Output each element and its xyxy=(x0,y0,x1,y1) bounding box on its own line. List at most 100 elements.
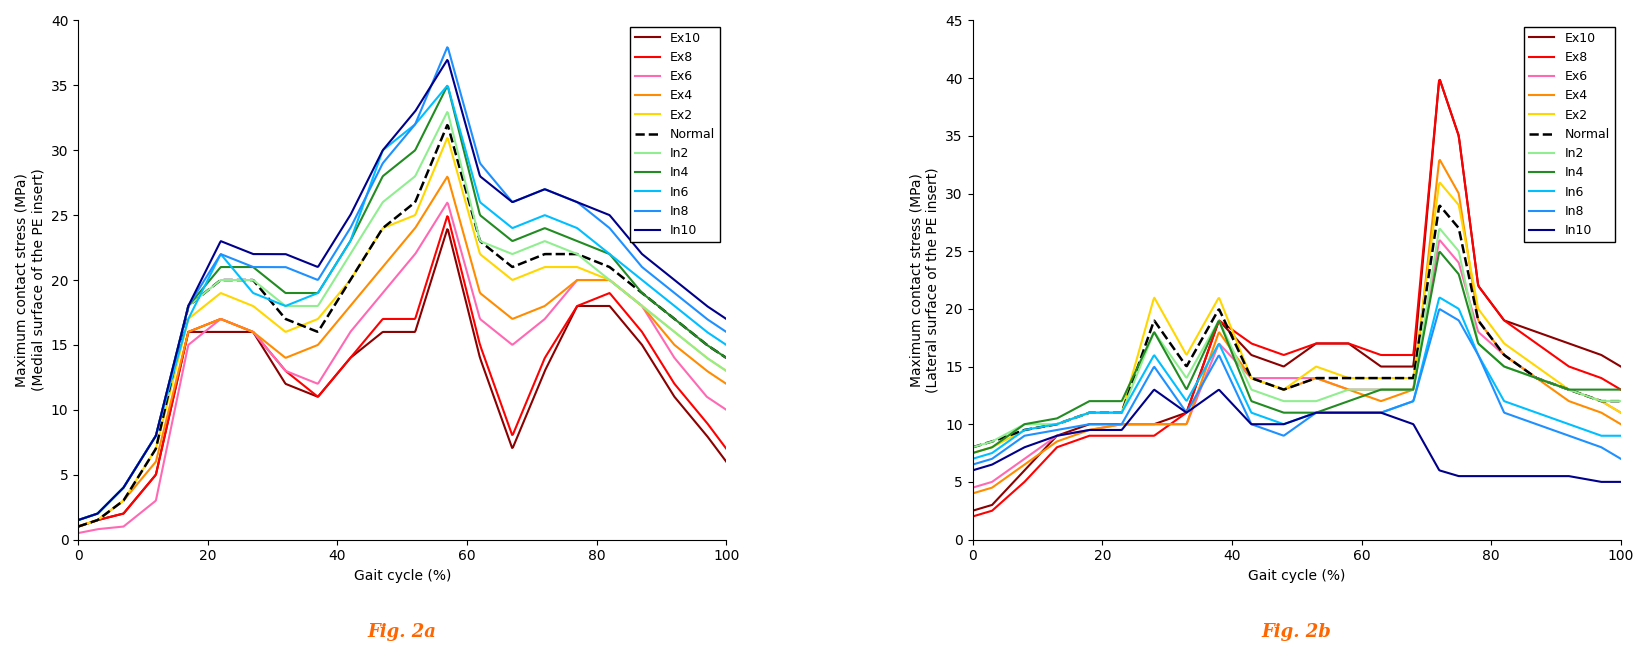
Ex6 xyxy=(560,284,580,292)
In6 xyxy=(461,171,481,179)
Y-axis label: Maximum contact stress (MPa)
(Lateral surface of the PE insert): Maximum contact stress (MPa) (Lateral su… xyxy=(910,167,939,393)
In10 xyxy=(1592,478,1612,486)
Ex8 xyxy=(445,242,465,250)
In6 xyxy=(715,341,735,349)
X-axis label: Gait cycle (%): Gait cycle (%) xyxy=(353,569,450,583)
Ex6 xyxy=(68,529,87,537)
In10 xyxy=(481,182,501,190)
Ex2 xyxy=(1002,432,1022,440)
In8 xyxy=(461,132,481,139)
Line: Ex6: Ex6 xyxy=(972,240,1620,488)
Line: Normal: Normal xyxy=(972,206,1620,447)
Ex10 xyxy=(1454,180,1473,188)
Ex4 xyxy=(1002,469,1022,477)
In8 xyxy=(1374,407,1394,415)
In10 xyxy=(1002,450,1022,458)
Ex2 xyxy=(1429,179,1449,187)
Line: Normal: Normal xyxy=(77,125,725,526)
Line: In6: In6 xyxy=(972,297,1620,459)
Line: Ex10: Ex10 xyxy=(77,229,725,526)
In6 xyxy=(481,208,501,216)
Ex4 xyxy=(626,298,646,306)
Ex8 xyxy=(1002,489,1022,497)
In4 xyxy=(1521,372,1541,380)
In6 xyxy=(560,222,580,230)
In10 xyxy=(1144,386,1163,393)
Ex8 xyxy=(962,513,982,520)
In10 xyxy=(1454,472,1473,480)
Ex2 xyxy=(107,501,127,509)
Ex8 xyxy=(481,374,501,382)
Ex4 xyxy=(715,380,735,388)
Normal xyxy=(1355,374,1374,382)
Line: Ex8: Ex8 xyxy=(77,216,725,526)
Ex6 xyxy=(1002,463,1022,471)
Ex2 xyxy=(1454,235,1473,243)
In8 xyxy=(445,70,465,78)
Ex4 xyxy=(560,282,580,290)
Ex10 xyxy=(461,324,481,332)
Ex4 xyxy=(461,262,481,270)
Ex4 xyxy=(437,173,456,181)
In10 xyxy=(1521,472,1541,480)
Ex4 xyxy=(68,522,87,530)
In10 xyxy=(560,195,580,203)
Ex6 xyxy=(1338,386,1358,393)
Ex6 xyxy=(1521,370,1541,378)
In10 xyxy=(1340,409,1360,417)
Ex10 xyxy=(1610,363,1630,370)
Ex2 xyxy=(1610,409,1630,417)
Normal xyxy=(626,285,646,293)
Ex2 xyxy=(481,260,501,268)
Line: In10: In10 xyxy=(77,60,725,520)
Normal xyxy=(1429,202,1449,210)
Normal xyxy=(1374,374,1394,382)
Ex2 xyxy=(626,298,646,306)
Ex4 xyxy=(1521,370,1541,378)
Ex10 xyxy=(68,522,87,530)
In10 xyxy=(1356,409,1376,417)
Ex6 xyxy=(107,523,127,531)
In10 xyxy=(962,467,982,474)
In10 xyxy=(626,244,646,252)
In2 xyxy=(107,490,127,497)
Line: Ex6: Ex6 xyxy=(77,203,725,533)
In4 xyxy=(715,354,735,362)
Ex10 xyxy=(1002,479,1022,487)
In8 xyxy=(1610,455,1630,463)
In8 xyxy=(107,490,127,497)
In8 xyxy=(1002,440,1022,448)
Normal xyxy=(437,121,456,129)
Ex4 xyxy=(107,501,127,509)
In2 xyxy=(445,138,465,146)
Ex2 xyxy=(445,161,465,169)
In4 xyxy=(68,516,87,524)
Line: Ex8: Ex8 xyxy=(972,80,1620,517)
Ex2 xyxy=(437,134,456,142)
In6 xyxy=(445,109,465,117)
In4 xyxy=(1610,386,1630,393)
Ex4 xyxy=(1429,156,1449,164)
Ex8 xyxy=(1429,76,1449,84)
In8 xyxy=(962,461,982,468)
Ex10 xyxy=(437,225,456,233)
Ex8 xyxy=(1374,351,1394,359)
Ex6 xyxy=(1454,281,1473,289)
Ex8 xyxy=(437,213,456,220)
Legend: Ex10, Ex8, Ex6, Ex4, Ex2, Normal, In2, In4, In6, In8, In10: Ex10, Ex8, Ex6, Ex4, Ex2, Normal, In2, I… xyxy=(630,27,720,242)
In6 xyxy=(1454,320,1473,328)
In6 xyxy=(437,82,456,89)
In4 xyxy=(107,490,127,497)
In6 xyxy=(1002,435,1022,443)
Ex6 xyxy=(1610,409,1630,417)
In2 xyxy=(68,516,87,524)
In10 xyxy=(461,145,481,153)
In6 xyxy=(1338,409,1358,417)
In6 xyxy=(1374,407,1394,415)
In8 xyxy=(626,257,646,265)
In2 xyxy=(461,207,481,215)
In6 xyxy=(962,455,982,463)
Ex2 xyxy=(962,449,982,457)
Normal xyxy=(715,354,735,362)
Ex4 xyxy=(1338,386,1358,393)
